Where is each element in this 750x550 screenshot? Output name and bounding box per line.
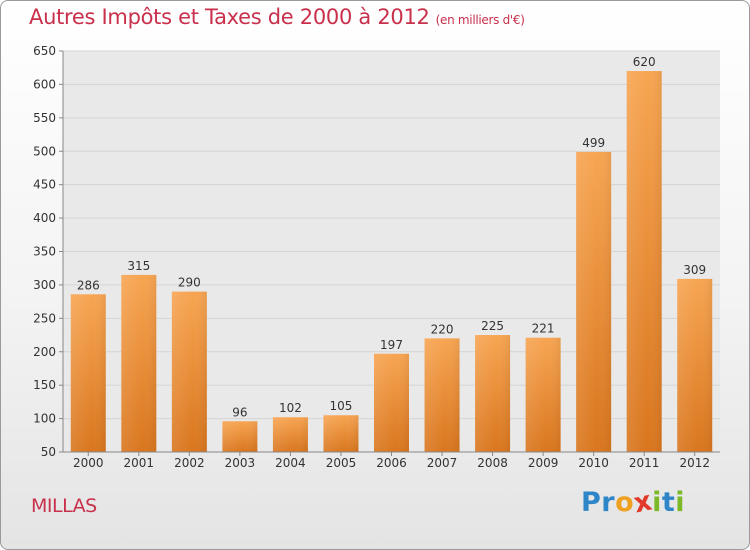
- bar-shade: [272, 417, 308, 452]
- value-label-2007: 220: [431, 322, 454, 336]
- y-tick-label: 600: [33, 77, 56, 91]
- bar-shade: [171, 291, 207, 452]
- value-label-2009: 221: [532, 322, 555, 336]
- y-tick-label: 550: [33, 111, 56, 125]
- y-tick-label: 250: [33, 311, 56, 325]
- logo-letter: P: [581, 487, 602, 518]
- x-tick-label: 2001: [124, 456, 155, 470]
- bar-shade: [70, 294, 106, 452]
- y-tick-label: 200: [33, 345, 56, 359]
- value-labels: 286 315 290 96 102 105 197 220 225 221 499 620 309: [77, 55, 706, 419]
- value-label-2008: 225: [481, 319, 504, 333]
- bar-shade: [323, 415, 359, 452]
- x-tick-label: 2006: [376, 456, 407, 470]
- proxiti-logo[interactable]: Proxiti: [581, 485, 686, 519]
- bar-shade: [222, 421, 258, 452]
- value-label-2011: 620: [633, 55, 656, 69]
- x-tick-label: 2004: [275, 456, 306, 470]
- x-tick-label: 2003: [225, 456, 256, 470]
- value-label-2005: 105: [330, 399, 353, 413]
- title-text: Autres Impôts et Taxes de 2000 à 2012: [29, 5, 430, 29]
- logo-letter: i: [652, 487, 662, 518]
- value-label-2010: 499: [582, 136, 605, 150]
- y-tick-label: 50: [41, 445, 56, 459]
- y-tick-label: 400: [33, 211, 56, 225]
- bar-shade: [424, 338, 460, 452]
- value-label-2006: 197: [380, 338, 403, 352]
- x-tick-label: 2009: [528, 456, 559, 470]
- value-label-2003: 96: [232, 405, 247, 419]
- logo-letter: r: [601, 487, 616, 518]
- y-tick-label: 650: [33, 44, 56, 58]
- logo-letter: i: [675, 487, 686, 518]
- y-axis: 50 100 150 200 250 300 350 400 450 500 550 600 650: [33, 44, 64, 459]
- value-label-2004: 102: [279, 401, 302, 415]
- y-tick-label: 350: [33, 245, 56, 259]
- bar-shade: [121, 274, 157, 452]
- logo-letter: o: [615, 487, 635, 518]
- x-tick-label: 2012: [679, 456, 710, 470]
- y-tick-label: 300: [33, 278, 56, 292]
- x-tick-label: 2011: [629, 456, 660, 470]
- bar-shade: [677, 278, 713, 452]
- bar-shade: [475, 335, 511, 452]
- value-label-2002: 290: [178, 276, 201, 290]
- y-tick-label: 100: [33, 412, 56, 426]
- x-tick-label: 2002: [174, 456, 205, 470]
- x-tick-label: 2005: [326, 456, 357, 470]
- x-tick-label: 2007: [427, 456, 458, 470]
- y-tick-label: 450: [33, 178, 56, 192]
- y-tick-label: 500: [33, 144, 56, 158]
- commune-name: MILLAS: [31, 495, 97, 517]
- x-tick-label: 2010: [578, 456, 609, 470]
- value-label-2012: 309: [683, 263, 706, 277]
- bar-shade: [626, 71, 662, 453]
- logo-letter: t: [661, 487, 676, 518]
- bar-shade: [525, 337, 561, 452]
- y-tick-label: 150: [33, 378, 56, 392]
- chart-title: Autres Impôts et Taxes de 2000 à 2012 (en…: [29, 5, 525, 29]
- value-label-2001: 315: [127, 259, 150, 273]
- bar-shade: [374, 353, 409, 452]
- value-label-2000: 286: [77, 278, 100, 292]
- bars: [70, 71, 713, 453]
- bar-shade: [576, 151, 612, 452]
- x-tick-label: 2008: [477, 456, 508, 470]
- x-axis: 2000 2001 2002 2003 2004 2005 2006 2007 2008 2009…: [63, 451, 720, 470]
- x-tick-label: 2000: [73, 456, 104, 470]
- title-unit: (en milliers d'€): [435, 13, 525, 27]
